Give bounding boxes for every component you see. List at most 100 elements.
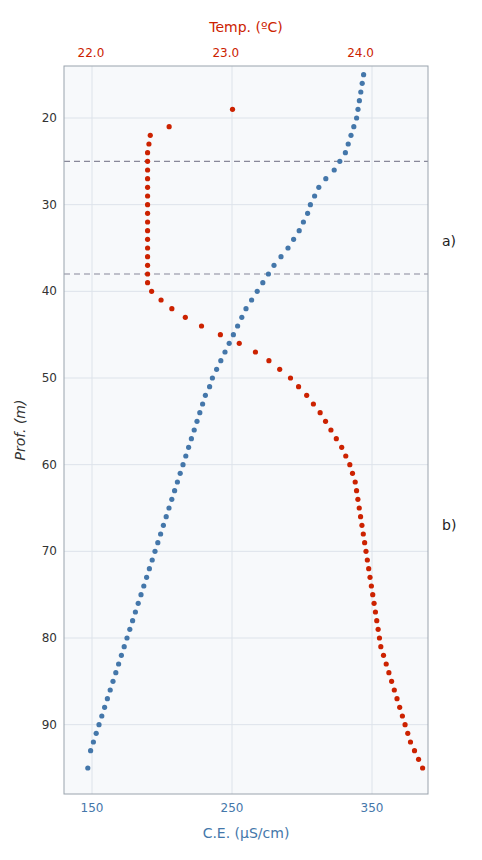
- point: [85, 765, 90, 770]
- point: [192, 427, 197, 432]
- point: [253, 349, 258, 354]
- point: [230, 107, 235, 112]
- grid-line: [64, 724, 428, 725]
- grid-line: [64, 378, 428, 379]
- tick-label: 50: [42, 371, 57, 385]
- chart: 2030405060708090Prof. (m)150250350C.E. (…: [0, 0, 482, 860]
- point: [91, 739, 96, 744]
- annotation: a): [442, 233, 456, 249]
- tick-label: 40: [42, 284, 57, 298]
- point: [149, 289, 154, 294]
- point: [323, 419, 328, 424]
- point: [199, 323, 204, 328]
- point: [363, 549, 368, 554]
- point: [288, 375, 293, 380]
- point: [271, 263, 276, 268]
- point: [145, 185, 150, 190]
- axis-label: Prof. (m): [12, 400, 28, 461]
- point: [210, 375, 215, 380]
- point: [197, 410, 202, 415]
- point: [358, 89, 363, 94]
- point: [402, 722, 407, 727]
- point: [377, 635, 382, 640]
- point: [334, 436, 339, 441]
- point: [371, 601, 376, 606]
- point: [164, 514, 169, 519]
- point: [412, 748, 417, 753]
- point: [145, 193, 150, 198]
- point: [145, 254, 150, 259]
- point: [110, 679, 115, 684]
- point: [266, 358, 271, 363]
- point: [260, 280, 265, 285]
- point: [146, 141, 151, 146]
- point: [360, 81, 365, 86]
- point: [105, 696, 110, 701]
- point: [355, 497, 360, 502]
- point: [278, 254, 283, 259]
- point: [145, 159, 150, 164]
- point: [227, 341, 232, 346]
- point: [239, 315, 244, 320]
- point: [108, 687, 113, 692]
- point: [133, 609, 138, 614]
- grid-line: [92, 66, 93, 794]
- point: [369, 583, 374, 588]
- point: [361, 72, 366, 77]
- point: [186, 445, 191, 450]
- point: [358, 514, 363, 519]
- point: [367, 575, 372, 580]
- tick-label: 70: [42, 544, 57, 558]
- point: [88, 748, 93, 753]
- point: [166, 505, 171, 510]
- grid-line: [64, 638, 428, 639]
- point: [130, 618, 135, 623]
- grid-line: [64, 204, 428, 205]
- point: [145, 202, 150, 207]
- point: [127, 627, 132, 632]
- point: [420, 765, 425, 770]
- tick-label: 24.0: [347, 46, 374, 60]
- point: [373, 609, 378, 614]
- point: [376, 627, 381, 632]
- reference-lines: [64, 161, 428, 274]
- point: [145, 263, 150, 268]
- point: [148, 133, 153, 138]
- point: [351, 124, 356, 129]
- point: [312, 193, 317, 198]
- point: [218, 332, 223, 337]
- x-axis: 150250350C.E. (μS/cm): [81, 801, 384, 841]
- point: [122, 644, 127, 649]
- point: [332, 167, 337, 172]
- point: [353, 479, 358, 484]
- tick-label: 30: [42, 198, 57, 212]
- plot-area: [64, 66, 428, 794]
- grid: [64, 66, 428, 794]
- point: [347, 462, 352, 467]
- point: [145, 150, 150, 155]
- point: [255, 289, 260, 294]
- point: [355, 107, 360, 112]
- tick-label: 150: [81, 801, 104, 815]
- point: [96, 722, 101, 727]
- point: [147, 566, 152, 571]
- point: [94, 731, 99, 736]
- point: [384, 661, 389, 666]
- point: [397, 705, 402, 710]
- point: [301, 219, 306, 224]
- grid-line: [232, 66, 233, 794]
- point: [346, 141, 351, 146]
- point: [354, 488, 359, 493]
- point: [361, 531, 366, 536]
- point: [249, 297, 254, 302]
- point: [158, 531, 163, 536]
- zone-boundary: [64, 161, 428, 162]
- point: [116, 661, 121, 666]
- point: [194, 419, 199, 424]
- point: [102, 705, 107, 710]
- point: [145, 176, 150, 181]
- point: [366, 566, 371, 571]
- point: [359, 523, 364, 528]
- point: [378, 644, 383, 649]
- point: [394, 696, 399, 701]
